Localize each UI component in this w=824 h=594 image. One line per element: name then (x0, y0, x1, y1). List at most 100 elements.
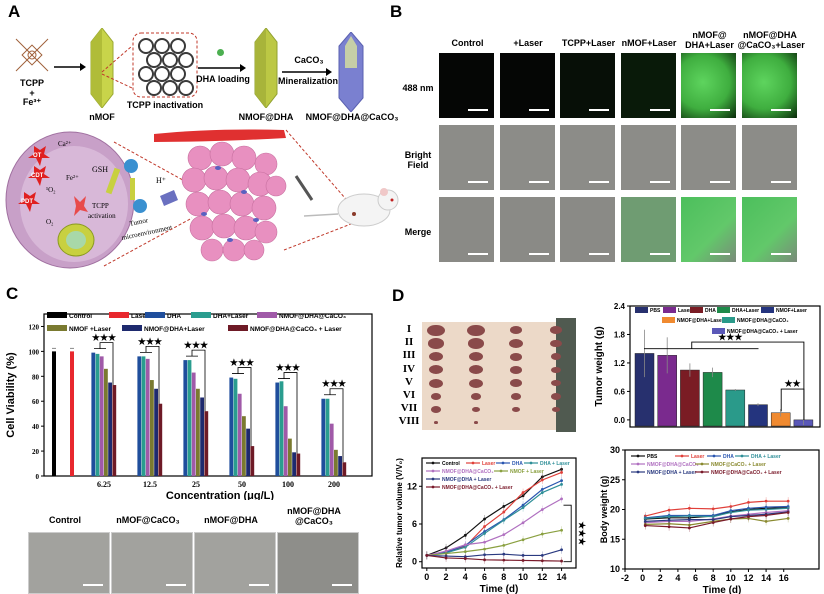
micrograph (741, 197, 797, 262)
svg-text:NMOF + Laser: NMOF + Laser (510, 469, 544, 475)
svg-text:16: 16 (779, 573, 789, 583)
fe-text: Fe²⁺ (66, 174, 79, 182)
singlet-o2-text: ¹O₂ (46, 186, 56, 194)
scale-bar (332, 584, 352, 586)
tumor-sample (509, 339, 523, 349)
svg-text:12: 12 (537, 572, 547, 582)
sem-image (28, 532, 110, 594)
svg-text:NMOF@DHA+Laser: NMOF@DHA+Laser (677, 318, 724, 324)
cell-viability-chart: 0 20 40 60 80 100 120 Cell Viability (%) Concent… (5, 312, 373, 500)
svg-text:12: 12 (407, 481, 417, 491)
tumor-sample (550, 326, 562, 335)
micrograph (560, 197, 615, 262)
micrograph (499, 53, 555, 118)
svg-text:★★★: ★★★ (718, 332, 743, 342)
tumor-volume-chart: 0 2 4 6 8 10 12 14 0 6 12 Time (d) Relative tumor vo… (395, 457, 587, 594)
svg-text:10: 10 (610, 564, 620, 574)
final-product-label: NMOF@DHA@CaCO₃ (305, 112, 399, 122)
svg-text:NMOF@DHA + Laser: NMOF@DHA + Laser (647, 470, 696, 476)
scale-bar (649, 109, 670, 111)
svg-text:NMOF@DHA + Laser: NMOF@DHA + Laser (442, 477, 491, 483)
svg-text:6: 6 (482, 572, 487, 582)
gsh-text: GSH (92, 165, 108, 174)
scale-bar (770, 181, 791, 183)
tcpp-inactivation-label: TCPP inactivation (126, 100, 204, 110)
svg-text:2: 2 (444, 572, 449, 582)
ot-text: OT (33, 153, 42, 159)
tumor-sample (551, 366, 561, 374)
svg-text:0: 0 (424, 572, 429, 582)
row-label: Bright Field (404, 150, 432, 170)
svg-text:NMOF+Laser: NMOF+Laser (776, 308, 807, 314)
svg-text:6: 6 (412, 519, 417, 529)
svg-text:DHA + Laser: DHA + Laser (540, 461, 570, 467)
row-label: Merge (404, 227, 432, 237)
svg-text:2: 2 (658, 573, 663, 583)
micrograph (681, 197, 736, 262)
tumor-sample (467, 324, 485, 337)
tumor-sample (469, 365, 483, 375)
scale-bar (589, 109, 609, 111)
tumor-photograph: I II III IV V VI VII VIII (396, 300, 580, 432)
scale-bar (770, 109, 791, 111)
panel-c-letter: C (6, 284, 19, 303)
scale-bar (528, 109, 549, 111)
tumor-sample (551, 379, 561, 387)
micrograph (499, 197, 555, 262)
dha-loading-label: DHA loading (196, 74, 250, 84)
tumor-sample (431, 393, 441, 400)
svg-text:Control: Control (442, 461, 460, 467)
svg-text:DHA: DHA (512, 461, 523, 467)
svg-text:20: 20 (610, 505, 620, 515)
tcpp-lattice-icon (132, 32, 198, 98)
h-plus-text: H⁺ (156, 176, 166, 185)
svg-text:80: 80 (32, 373, 40, 381)
svg-text:25: 25 (610, 475, 620, 485)
micrograph (681, 53, 736, 118)
svg-text:DHA: DHA (167, 313, 181, 320)
tumor-row-label: VII (400, 402, 418, 415)
svg-text:4: 4 (675, 573, 680, 583)
panel-a-letter: A (8, 2, 21, 21)
svg-text:Concentration (μg/L): Concentration (μg/L) (166, 490, 275, 500)
svg-text:0.6: 0.6 (614, 387, 626, 396)
final-crystal-icon (338, 32, 364, 112)
column-header: nMOF@ DHA+Laser (685, 30, 734, 50)
tcpp-label: TCPP (19, 78, 44, 88)
svg-text:★★★: ★★★ (577, 521, 587, 546)
svg-text:Tumor weight (g): Tumor weight (g) (594, 326, 605, 406)
svg-text:★★★: ★★★ (322, 379, 347, 389)
svg-text:2.4: 2.4 (614, 302, 626, 311)
tcpp-molecule-icon (15, 38, 49, 72)
cdt-text: CDT (31, 173, 44, 179)
svg-text:Control: Control (69, 313, 92, 320)
sem-image (111, 532, 193, 594)
tumor-sample (510, 326, 522, 335)
svg-text:14: 14 (761, 573, 771, 583)
svg-text:Laser: Laser (678, 308, 691, 314)
svg-text:Body weight (g): Body weight (g) (599, 476, 609, 544)
tumor-sample (551, 393, 561, 400)
tumor-sample (434, 421, 438, 424)
svg-text:0: 0 (640, 573, 645, 583)
column-header: Control (451, 38, 484, 48)
scale-bar (770, 253, 791, 255)
svg-text:4: 4 (463, 572, 468, 582)
svg-text:NMOF@DHA@CaCO₃: NMOF@DHA@CaCO₃ (737, 318, 789, 324)
svg-text:NMOF@DHA@CaCO₃ + Laser: NMOF@DHA@CaCO₃ + Laser (442, 485, 513, 491)
svg-text:25: 25 (192, 480, 200, 489)
column-header: TCPP+Laser (561, 38, 616, 48)
tumor-cell-illustration: OT CDT PDT Ca²⁺ Fe²⁺ GSH ¹O₂ O₂ TCPP act… (5, 129, 399, 269)
svg-text:★★★: ★★★ (92, 333, 117, 343)
scale-bar (468, 181, 488, 183)
scale-bar (83, 584, 103, 586)
caco3-label: CaCO₃ (294, 55, 324, 65)
o2-text: O₂ (46, 218, 54, 226)
svg-text:DHA+Laser: DHA+Laser (213, 313, 249, 320)
row-label: 488 nm (402, 83, 434, 93)
tumor-sample (429, 365, 443, 375)
scale-bar (649, 181, 670, 183)
micrograph (560, 125, 615, 190)
micrograph (439, 197, 494, 262)
svg-text:★★: ★★ (784, 379, 801, 389)
